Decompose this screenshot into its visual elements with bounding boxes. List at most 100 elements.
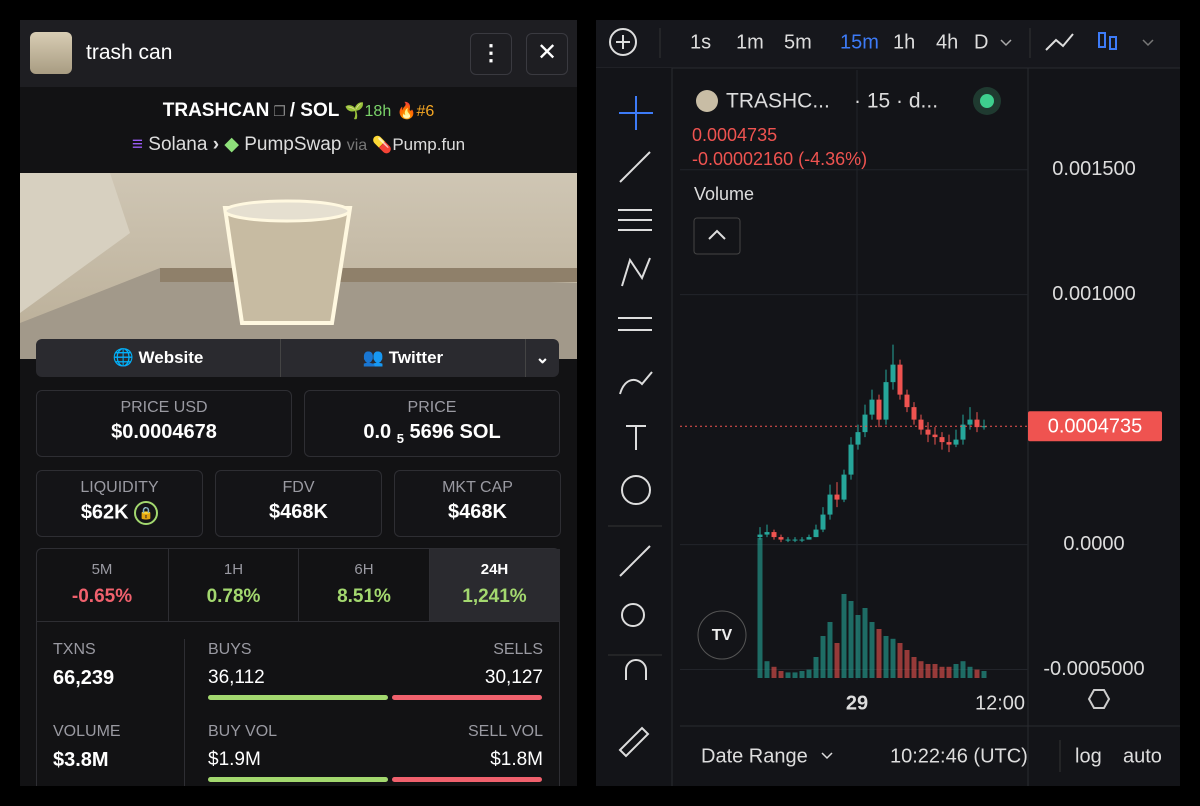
- y-tick-label: -0.0005000: [1043, 658, 1144, 680]
- x-tick-label: 12:00: [975, 692, 1025, 714]
- settings-button[interactable]: [1087, 689, 1111, 709]
- price-lead: 0.0: [363, 421, 392, 443]
- candle-body: [771, 532, 777, 538]
- change-tabs: 5M -0.65% 1H 0.78% 6H 8.51% 24H 1,241%: [37, 549, 560, 622]
- activity-box: 5M -0.65% 1H 0.78% 6H 8.51% 24H 1,241% TXNS 66,…: [36, 548, 560, 786]
- candle-body: [799, 539, 805, 541]
- stat-label: MKT CAP: [442, 479, 513, 496]
- price-usd-label: PRICE USD: [120, 399, 208, 416]
- candle-style[interactable]: [1098, 32, 1117, 50]
- change-tab[interactable]: 6H 8.51%: [298, 549, 429, 621]
- volume-bar: [904, 650, 910, 678]
- sell-vol-value: $1.8M: [490, 749, 543, 770]
- candle-body: [862, 414, 868, 433]
- interval[interactable]: 4h: [936, 31, 958, 53]
- symbol: TRASHC...: [726, 90, 830, 113]
- chart-panel: TRASHC... · 15 · d... 0.0004735 -0.00002…: [596, 20, 1180, 786]
- buy-vol-bar: [208, 777, 388, 782]
- candle-body: [890, 364, 896, 383]
- candle-body: [778, 537, 784, 540]
- volume-bar: [785, 672, 791, 678]
- volume-bar: [897, 643, 903, 678]
- pair-line: TRASHCAN ❐ / SOL 🌱18h 🔥#6: [162, 100, 435, 121]
- buys-label: BUYS: [208, 641, 252, 658]
- auto-toggle[interactable]: auto: [1123, 745, 1162, 767]
- log-toggle[interactable]: log: [1075, 745, 1102, 767]
- volume-bar: [911, 657, 917, 678]
- volume-bar: [862, 608, 868, 678]
- route-line: ≡ Solana › ◆ PumpSwap via 💊Pump.fun: [131, 134, 466, 155]
- add-indicator[interactable]: [609, 28, 637, 56]
- stat-value: $62K: [80, 501, 129, 524]
- date-range[interactable]: Date Range: [701, 745, 808, 767]
- stat-value: $468K: [448, 501, 507, 523]
- change-value: 0.78%: [206, 586, 261, 607]
- candle-body: [827, 494, 833, 515]
- volume-bar: [771, 666, 777, 678]
- candle-body: [932, 434, 938, 438]
- fdv-box: FDV $468K: [215, 470, 382, 537]
- volume-bar: [960, 661, 966, 678]
- candle-body: [834, 494, 840, 500]
- volume-bar: [918, 661, 924, 678]
- collapse-button[interactable]: [693, 217, 741, 255]
- price-zeros: 5: [396, 431, 404, 446]
- twitter-link[interactable]: 👥 Twitter: [362, 348, 444, 367]
- stat-label: LIQUIDITY: [80, 479, 159, 496]
- interval[interactable]: 1m: [736, 31, 764, 53]
- volume-bar: [757, 538, 763, 678]
- volume-bar: [946, 666, 952, 678]
- change-period: 1H: [223, 561, 244, 578]
- change-period: 6H: [354, 561, 374, 578]
- website-link[interactable]: 🌐 Website: [112, 348, 204, 367]
- rank-text: #6: [416, 103, 435, 120]
- sells-value: 30,127: [484, 667, 543, 688]
- token-panel: trash can ⋮ ✕ TRASHCAN ❐ / SOL 🌱18h 🔥#6 …: [20, 20, 577, 786]
- candle-body: [876, 399, 882, 420]
- status-dot: [980, 94, 994, 108]
- price-change: -0.00002160 (-4.36%): [692, 149, 867, 169]
- close-button[interactable]: ✕: [526, 33, 568, 75]
- dex: PumpSwap: [244, 134, 342, 155]
- tv-logo: [697, 610, 747, 660]
- volume-label: VOLUME: [53, 723, 121, 740]
- volume-bar: [974, 669, 980, 678]
- volume-value: $3.8M: [53, 749, 109, 771]
- candle-body: [918, 419, 924, 430]
- volume-bar: [778, 671, 784, 678]
- interval[interactable]: 15m: [840, 31, 879, 53]
- liquidity-box: LIQUIDITY $62K 🔒: [36, 470, 203, 537]
- volume-bar: [890, 638, 896, 678]
- interval[interactable]: 1h: [893, 31, 915, 53]
- price-usd-box: PRICE USD $0.0004678: [36, 390, 292, 457]
- interval[interactable]: D: [974, 31, 988, 53]
- buy-vol-label: BUY VOL: [208, 723, 278, 740]
- y-tick-label: 0.001000: [1052, 283, 1135, 305]
- change-value: 8.51%: [337, 586, 391, 607]
- expand-links[interactable]: ⌄: [535, 348, 550, 367]
- candle-body: [897, 364, 903, 395]
- volume-bar: [806, 669, 812, 678]
- drawing-tools[interactable]: [618, 96, 653, 758]
- token-title: trash can: [86, 41, 173, 64]
- sells-bar: [392, 695, 542, 700]
- candle-body: [883, 382, 889, 420]
- interval[interactable]: 1s: [690, 31, 711, 53]
- quote-symbol: SOL: [300, 100, 340, 121]
- change-tab[interactable]: 24H 1,241%: [428, 549, 560, 621]
- change-tab[interactable]: 1H 0.78%: [167, 549, 299, 621]
- volume-bar: [764, 661, 770, 678]
- dex-icon: ◆: [224, 134, 239, 155]
- line-style[interactable]: [1045, 33, 1074, 51]
- lock-icon: 🔒: [134, 501, 159, 525]
- via: via: [346, 137, 368, 154]
- candle-body: [960, 424, 966, 440]
- buys-bar: [208, 695, 388, 700]
- change-value: -0.65%: [71, 586, 133, 607]
- interval[interactable]: 5m: [784, 31, 812, 53]
- change-tab[interactable]: 5M -0.65%: [37, 549, 167, 621]
- last-price: 0.0004735: [692, 125, 777, 145]
- more-button[interactable]: ⋮: [470, 33, 512, 75]
